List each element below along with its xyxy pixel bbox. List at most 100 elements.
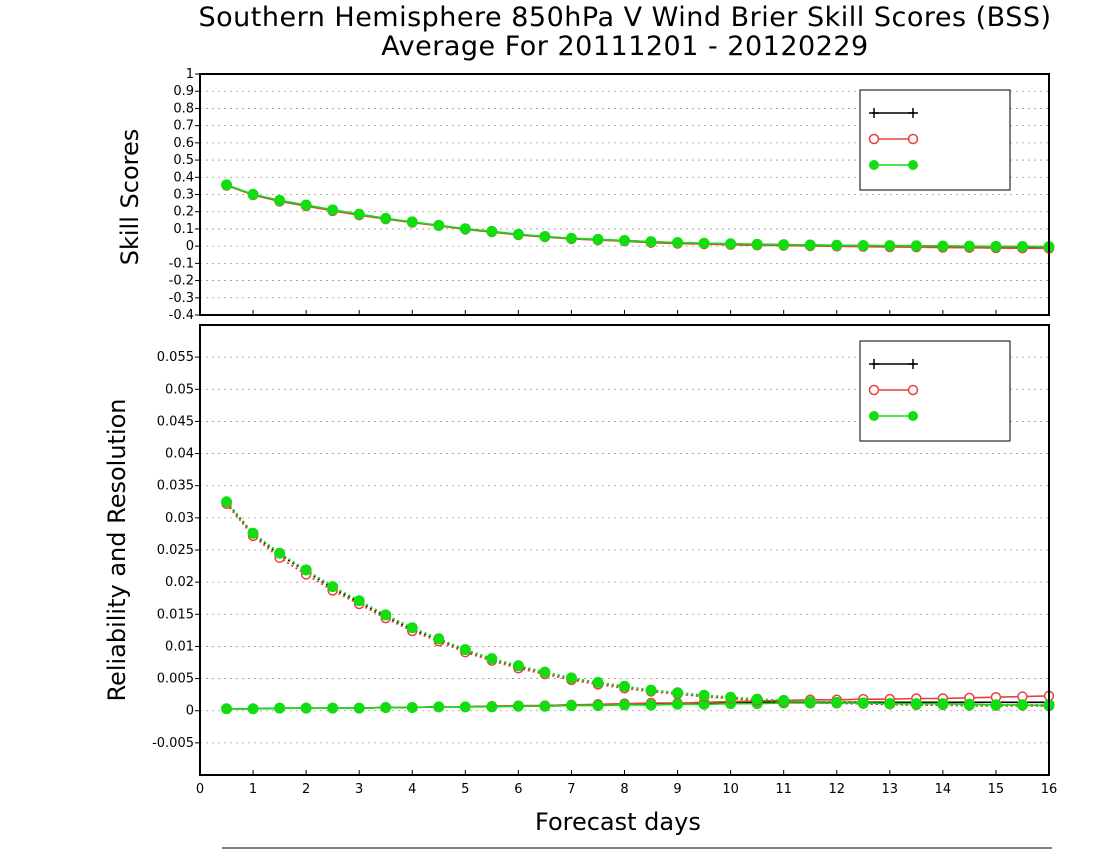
point-marker: [353, 208, 365, 220]
point-marker: [247, 527, 259, 539]
x-tick-label: 13: [882, 782, 899, 797]
point-marker: [433, 219, 445, 231]
point-marker: [512, 228, 524, 240]
series-line-black-resolution: [225, 501, 1049, 707]
point-marker: [778, 694, 790, 706]
legend-box: [859, 340, 1011, 442]
point-marker: [539, 700, 551, 712]
y-tick-label: 0.2: [173, 205, 194, 220]
x-tick-label: 9: [673, 782, 681, 797]
reliability-resolution-panel: -0.005 0 0.005 0.01 0.015 0.02 0.025 0.03 0.035 0…: [152, 324, 1055, 776]
point-marker: [1016, 240, 1028, 252]
point-marker: [645, 236, 657, 248]
x-tick-label: 1: [249, 782, 257, 797]
y-tick-label: 0.7: [173, 119, 194, 134]
skill-scores-panel: -0.4 -0.3 -0.2 -0.1 0 0.1 0.2 0.3 0.4 0.5 0.6 0.7 0.…: [169, 67, 1055, 323]
point-marker: [274, 702, 286, 714]
point-marker: [937, 240, 949, 252]
point-marker: [672, 698, 684, 710]
legend-marker: [907, 384, 919, 396]
x-tick-label: 14: [935, 782, 952, 797]
point-marker: [565, 232, 577, 244]
point-marker: [247, 703, 259, 715]
point-marker: [592, 700, 604, 712]
x-tick-label: 6: [514, 782, 522, 797]
legend-marker: [908, 160, 918, 170]
point-marker: [274, 547, 286, 559]
y-tick-label: 1: [186, 67, 194, 82]
point-marker: [221, 703, 233, 715]
point-marker: [565, 700, 577, 712]
point-marker: [751, 693, 763, 705]
point-marker: [300, 564, 312, 576]
point-marker: [327, 204, 339, 216]
y-tick-label: 0: [186, 704, 194, 719]
y-tick-label: 0.035: [157, 479, 194, 494]
point-marker: [831, 696, 843, 708]
point-marker: [221, 496, 233, 508]
point-marker: [698, 237, 710, 249]
point-marker: [619, 699, 630, 711]
point-marker: [406, 622, 418, 634]
point-marker: [512, 700, 524, 712]
point-marker: [459, 701, 471, 713]
point-marker: [751, 238, 763, 250]
point-marker: [857, 239, 869, 251]
point-marker: [884, 240, 896, 252]
point-marker: [512, 660, 524, 672]
point-marker: [884, 698, 896, 710]
y-tick-label: -0.4: [169, 308, 194, 323]
x-axis: 0 1 2 3 4 5 6 7 8 9 10 11 12 13 14 15 16: [196, 782, 1057, 797]
point-marker: [300, 702, 312, 714]
point-marker: [937, 698, 949, 710]
point-marker: [804, 239, 816, 251]
point-marker: [725, 238, 737, 250]
point-marker: [1016, 699, 1028, 711]
y-tick-label: -0.3: [169, 291, 194, 306]
point-marker: [857, 697, 869, 709]
point-marker: [539, 666, 551, 678]
y-tick-label: -0.005: [152, 736, 194, 751]
point-marker: [592, 233, 604, 245]
point-marker: [353, 702, 365, 714]
point-marker: [963, 240, 975, 252]
y-tick-label: 0.005: [157, 672, 194, 687]
point-marker: [406, 702, 418, 713]
point-marker: [486, 653, 498, 665]
point-marker: [619, 680, 630, 692]
point-marker: [353, 595, 365, 607]
series-line-green-resolution: [225, 501, 1049, 706]
point-marker: [778, 239, 790, 251]
y-axis-label-top: Skill Scores: [116, 128, 144, 266]
y-tick-label: 0.9: [173, 84, 194, 99]
point-marker: [804, 696, 816, 708]
y-tick-label: 0.01: [165, 639, 194, 654]
point-marker: [486, 225, 498, 237]
y-tick-label: 0.04: [165, 447, 194, 462]
y-tick-label: 0.045: [157, 414, 194, 429]
x-tick-label: 15: [988, 782, 1005, 797]
plot-frame: [199, 324, 1050, 776]
chart-title: Southern Hemisphere 850hPa V Wind Brier …: [198, 2, 1052, 33]
point-marker: [459, 223, 471, 235]
y-axis-label-bottom: Reliability and Resolution: [103, 398, 131, 702]
y-tick-label: -0.1: [169, 256, 194, 271]
y-tick-label: 0.6: [173, 136, 194, 151]
series-line-red: [226, 184, 1050, 250]
legend-marker: [868, 384, 880, 396]
x-tick-label: 4: [408, 782, 416, 797]
legend-marker: [868, 133, 880, 145]
point-marker: [672, 237, 684, 249]
x-tick-label: 7: [567, 782, 575, 797]
legend-marker: [869, 160, 879, 170]
point-marker: [300, 199, 312, 211]
x-tick-label: 0: [196, 782, 204, 797]
chart-subtitle: Average For 20111201 - 20120229: [381, 31, 869, 62]
point-marker: [327, 702, 339, 714]
series-line-black: [226, 184, 1050, 248]
point-marker: [433, 701, 445, 713]
x-tick-label: 2: [302, 782, 310, 797]
y-tick-label: 0.03: [165, 511, 194, 526]
point-marker: [486, 701, 498, 713]
